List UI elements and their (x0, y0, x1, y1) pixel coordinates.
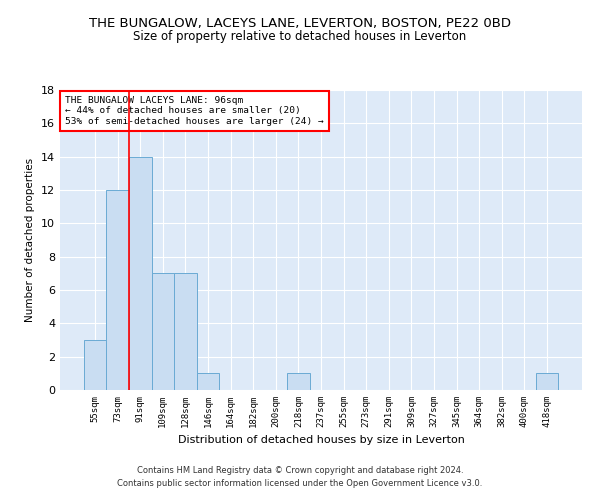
Bar (197, 374, 220, 390)
Bar (152, 274, 174, 390)
Text: THE BUNGALOW, LACEYS LANE, LEVERTON, BOSTON, PE22 0BD: THE BUNGALOW, LACEYS LANE, LEVERTON, BOS… (89, 18, 511, 30)
Bar (536, 374, 558, 390)
Text: THE BUNGALOW LACEYS LANE: 96sqm
← 44% of detached houses are smaller (20)
53% of: THE BUNGALOW LACEYS LANE: 96sqm ← 44% of… (65, 96, 324, 126)
Bar (174, 274, 197, 390)
X-axis label: Distribution of detached houses by size in Leverton: Distribution of detached houses by size … (178, 436, 464, 446)
Bar (287, 374, 310, 390)
Bar (84, 340, 106, 390)
Text: Size of property relative to detached houses in Leverton: Size of property relative to detached ho… (133, 30, 467, 43)
Bar (129, 156, 152, 390)
Y-axis label: Number of detached properties: Number of detached properties (25, 158, 35, 322)
Text: Contains HM Land Registry data © Crown copyright and database right 2024.
Contai: Contains HM Land Registry data © Crown c… (118, 466, 482, 487)
Bar (106, 190, 129, 390)
